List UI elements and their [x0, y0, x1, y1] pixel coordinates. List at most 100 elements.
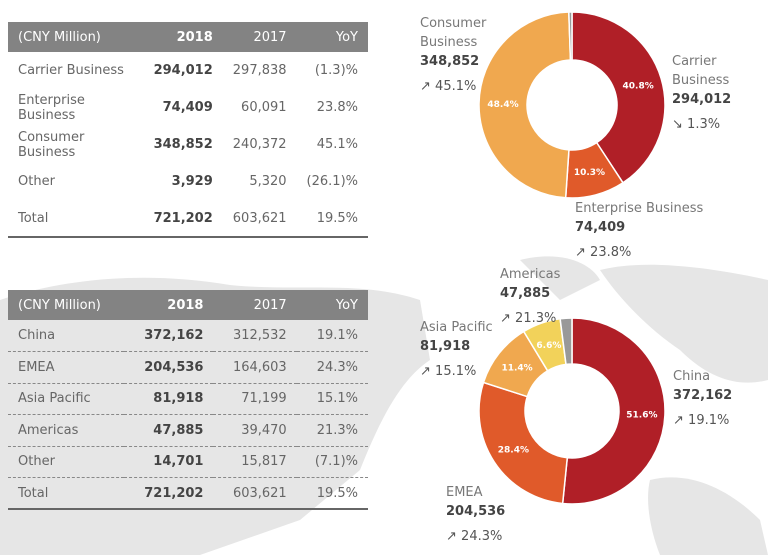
value-2017: 240,372 — [232, 137, 287, 152]
row-label: Total — [8, 477, 125, 510]
value-2017: 5,320 — [249, 174, 287, 189]
value-2018: 3,929 — [171, 174, 213, 189]
slice-percent-label: 10.3% — [574, 168, 605, 178]
value-2018: 721,202 — [143, 200, 223, 238]
row-label: Americas — [8, 414, 125, 447]
value-2017: 71,199 — [213, 383, 297, 415]
value-2018: 81,918 — [124, 383, 214, 415]
callout-value: 372,162 — [673, 388, 733, 403]
slice-percent-label: 40.8% — [623, 81, 654, 91]
callout-value: 47,885 — [500, 286, 551, 301]
value-2017: 603,621 — [213, 477, 297, 510]
row-label: Carrier Business — [18, 62, 124, 78]
value-2018: 204,536 — [124, 351, 214, 384]
row-label: EMEA — [8, 351, 125, 384]
value-yoy: 19.1% — [296, 320, 368, 352]
callout-name: Carrier Business — [672, 54, 730, 88]
header-2017: 2017 — [213, 290, 297, 320]
header-yoy: YoY — [296, 290, 368, 320]
slice-percent-label: 51.6% — [626, 411, 657, 421]
table-row: Other 3,929 5,320 (26.1)% — [8, 163, 368, 200]
table-row: Americas 47,885 39,470 21.3% — [8, 414, 368, 447]
value-yoy: 21.3% — [296, 414, 368, 447]
value-2017: 60,091 — [241, 100, 287, 115]
value-yoy: 15.1% — [296, 383, 368, 415]
arrow-up-right-icon: ↗ — [446, 529, 457, 544]
value-yoy: 23.8% — [316, 100, 358, 115]
row-label: Other — [8, 446, 125, 478]
row-label: Total — [8, 200, 144, 238]
value-2017: 603,621 — [222, 200, 297, 238]
donut-slice-carrier-business — [571, 11, 666, 184]
region-revenue-table: (CNY Million) 2018 2017 YoY China 372,162… — [8, 290, 368, 510]
value-yoy: (1.3)% — [314, 62, 358, 78]
callout-name: Consumer Business — [420, 16, 487, 50]
callout-asia-pacific: Asia Pacific 81,918 ↗ 15.1% — [420, 318, 493, 381]
value-2017: 312,532 — [213, 320, 297, 352]
value-2017: 39,470 — [213, 414, 297, 447]
value-2017: 297,838 — [232, 62, 287, 78]
donut-slice-other — [568, 11, 573, 61]
change-percent: 21.3% — [515, 311, 557, 326]
slice-percent-label: 28.4% — [498, 445, 529, 455]
change-percent: 15.1% — [435, 364, 477, 379]
callout-change: ↗ 23.8% — [575, 243, 703, 262]
callout-value: 74,409 — [575, 220, 626, 235]
callout-change: ↘ 1.3% — [672, 115, 752, 134]
table-row: Enterprise Business 74,409 60,091 23.8% — [8, 89, 368, 126]
value-2018: 14,701 — [124, 446, 214, 478]
callout-change: ↗ 15.1% — [420, 362, 493, 381]
arrow-down-right-icon: ↘ — [672, 117, 683, 132]
donut-slice-emea — [478, 381, 569, 505]
header-2017: 2017 — [222, 22, 297, 52]
callout-name: EMEA — [446, 485, 483, 500]
callout-value: 204,536 — [446, 504, 506, 519]
callout-consumer-business: Consumer Business 348,852 ↗ 45.1% — [420, 14, 500, 96]
value-yoy: 45.1% — [316, 137, 358, 152]
callout-emea: EMEA 204,536 ↗ 24.3% — [446, 483, 505, 546]
slice-percent-label: 6.6% — [536, 341, 561, 351]
arrow-up-right-icon: ↗ — [420, 364, 431, 379]
value-yoy: 24.3% — [296, 351, 368, 384]
table-header-row: (CNY Million) 2018 2017 YoY — [8, 22, 368, 52]
donut-slice-consumer-business — [478, 11, 572, 199]
table-row: Total 721,202 603,621 19.5% — [8, 200, 368, 238]
table-header-row: (CNY Million) 2018 2017 YoY — [8, 290, 368, 320]
header-2018: 2018 — [124, 290, 214, 320]
slice-percent-label: 11.4% — [501, 364, 532, 374]
row-label: Other — [18, 174, 55, 189]
change-percent: 24.3% — [461, 529, 503, 544]
change-percent: 19.1% — [688, 413, 730, 428]
business-revenue-table: (CNY Million) 2018 2017 YoY Carrier Busi… — [8, 22, 368, 238]
donut-slice-other — [559, 317, 573, 366]
arrow-up-right-icon: ↗ — [575, 245, 586, 260]
row-label: China — [8, 320, 125, 352]
callout-name: China — [673, 369, 711, 384]
change-percent: 1.3% — [687, 117, 721, 132]
callout-value: 348,852 — [420, 54, 480, 69]
change-percent: 23.8% — [590, 245, 632, 260]
callout-americas: Americas 47,885 ↗ 21.3% — [500, 265, 560, 328]
table-row: EMEA 204,536 164,603 24.3% — [8, 351, 368, 384]
arrow-up-right-icon: ↗ — [673, 413, 684, 428]
header-yoy: YoY — [296, 22, 368, 52]
callout-name: Enterprise Business — [575, 201, 704, 216]
slice-percent-label: 48.4% — [487, 100, 518, 110]
callout-carrier-business: Carrier Business 294,012 ↘ 1.3% — [672, 52, 752, 134]
value-2017: 164,603 — [213, 351, 297, 384]
row-label: Consumer Business — [18, 129, 85, 160]
callout-value: 81,918 — [420, 339, 471, 354]
value-2018: 372,162 — [124, 320, 214, 352]
value-2018: 348,852 — [153, 137, 213, 152]
value-yoy: (7.1)% — [296, 446, 368, 478]
header-unit: (CNY Million) — [8, 290, 125, 320]
table-row: Asia Pacific 81,918 71,199 15.1% — [8, 383, 368, 415]
header-2018: 2018 — [143, 22, 223, 52]
value-2018: 47,885 — [124, 414, 214, 447]
table-row: Other 14,701 15,817 (7.1)% — [8, 446, 368, 478]
callout-change: ↗ 19.1% — [673, 411, 732, 430]
table-row: Total 721,202 603,621 19.5% — [8, 477, 368, 510]
arrow-up-right-icon: ↗ — [420, 79, 431, 94]
value-2017: 15,817 — [213, 446, 297, 478]
